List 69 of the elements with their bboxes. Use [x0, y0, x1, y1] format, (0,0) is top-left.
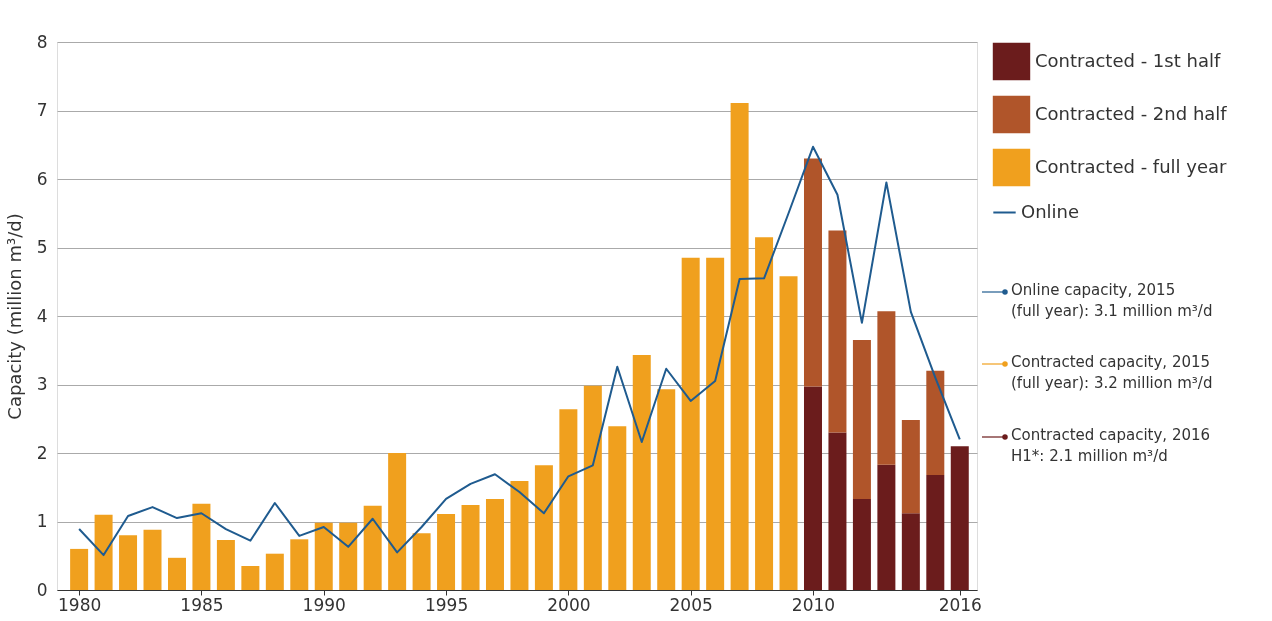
bar — [290, 539, 309, 590]
bar — [877, 464, 896, 590]
y-tick-label: 2 — [36, 442, 48, 463]
y-tick-label: 4 — [36, 305, 48, 326]
bar — [119, 535, 138, 590]
bar — [437, 513, 456, 590]
bar — [388, 453, 407, 590]
legend-label: Contracted - 1st half — [1035, 49, 1221, 71]
legend-label: Contracted - full year — [1035, 155, 1228, 177]
y-tick-label: 8 — [36, 31, 48, 52]
bar — [828, 230, 847, 433]
legend-label: Contracted - 2nd half — [1035, 102, 1228, 124]
y-tick-label: 1 — [36, 511, 48, 531]
bar — [314, 522, 333, 590]
bar — [363, 505, 382, 590]
bar — [608, 426, 627, 590]
y-axis-title: Capacity (million m³/d) — [3, 213, 25, 420]
bar — [241, 566, 260, 590]
bar — [779, 276, 798, 590]
y-tick-label: 0 — [36, 579, 48, 600]
bar — [950, 446, 969, 590]
text: Contracted capacity, 2015 (full year): 3.2 million m³/d — [1011, 353, 1213, 392]
bar — [706, 257, 725, 590]
y-tick-label: 6 — [36, 168, 48, 189]
bar — [803, 386, 822, 590]
bar — [70, 548, 89, 590]
bar — [681, 257, 700, 590]
x-tick-label: 1980 — [57, 594, 102, 615]
text: Online capacity, 2015 (full year): 3.1 million m³/d — [1011, 281, 1213, 320]
legend-label: Online — [1021, 200, 1080, 222]
line-series — [78, 145, 961, 557]
bar — [755, 237, 774, 590]
bar — [559, 409, 578, 590]
x-tick-label: 2016 — [938, 594, 982, 615]
y-tick-label: 3 — [36, 374, 48, 394]
bar — [534, 465, 553, 590]
bar — [901, 513, 920, 590]
bar — [828, 432, 847, 590]
bar — [926, 370, 945, 475]
bar — [877, 311, 896, 465]
x-tick-label: 2005 — [669, 594, 713, 615]
bar — [657, 389, 676, 590]
x-tick-label: 1985 — [180, 594, 224, 615]
bar — [926, 474, 945, 590]
bar — [583, 385, 602, 590]
bar — [339, 522, 358, 590]
bar — [901, 420, 920, 514]
bar — [852, 498, 871, 590]
bar — [852, 339, 871, 499]
bar — [730, 102, 749, 590]
bar — [485, 498, 504, 590]
x-tick-label: 1990 — [302, 594, 346, 615]
bar — [461, 505, 480, 590]
bar — [143, 529, 162, 590]
x-tick-label: 2010 — [791, 594, 836, 615]
bar — [510, 481, 529, 590]
bar — [803, 158, 822, 387]
text: Contracted capacity, 2016 H1*: 2.1 million m³/d — [1011, 426, 1211, 465]
x-tick-label: 1995 — [424, 594, 469, 615]
bar — [216, 539, 235, 590]
bar — [265, 553, 284, 590]
y-tick-label: 7 — [36, 100, 48, 120]
bar — [167, 557, 186, 590]
bar — [192, 503, 211, 590]
x-tick-label: 2000 — [547, 594, 591, 615]
bar — [94, 514, 113, 590]
bar — [412, 533, 431, 590]
bar — [632, 355, 651, 590]
y-tick-label: 5 — [36, 237, 48, 257]
